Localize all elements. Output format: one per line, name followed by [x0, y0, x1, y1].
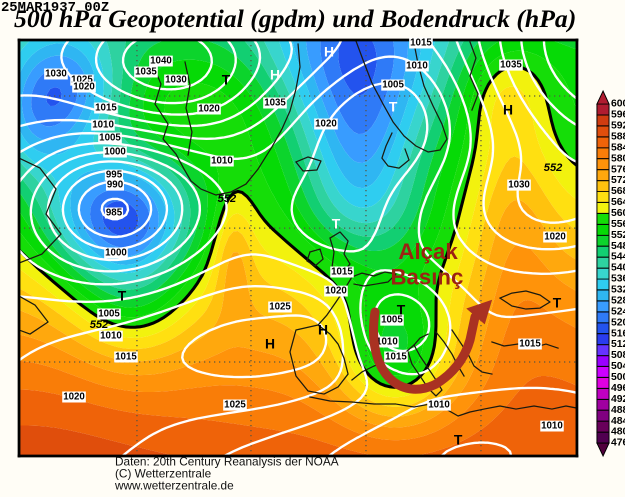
svg-text:564: 564: [611, 197, 625, 208]
svg-text:504: 504: [611, 361, 625, 372]
svg-text:560: 560: [611, 208, 625, 219]
svg-text:1030: 1030: [165, 75, 187, 86]
svg-text:H: H: [265, 336, 275, 352]
svg-text:556: 556: [611, 219, 625, 230]
svg-text:1015: 1015: [385, 352, 407, 363]
svg-text:1035: 1035: [135, 67, 157, 78]
svg-text:T: T: [222, 72, 231, 88]
svg-text:552: 552: [611, 230, 625, 241]
svg-text:592: 592: [611, 121, 625, 132]
svg-text:540: 540: [611, 263, 625, 274]
svg-text:512: 512: [611, 339, 625, 350]
svg-text:1035: 1035: [500, 60, 522, 71]
svg-text:484: 484: [611, 416, 625, 427]
svg-text:1015: 1015: [410, 38, 432, 49]
svg-text:1020: 1020: [544, 232, 566, 243]
svg-text:496: 496: [611, 383, 625, 394]
svg-text:T: T: [332, 216, 341, 232]
svg-text:500 hPa Geopotential (gpdm) un: 500 hPa Geopotential (gpdm) und Bodendru…: [14, 4, 576, 33]
svg-text:1005: 1005: [99, 133, 121, 144]
svg-text:524: 524: [611, 306, 625, 317]
svg-text:Basınç: Basınç: [391, 265, 464, 290]
svg-text:www.wetterzentrale.de: www.wetterzentrale.de: [114, 479, 234, 493]
svg-text:1000: 1000: [104, 147, 126, 158]
svg-text:1000: 1000: [105, 248, 127, 259]
svg-text:488: 488: [611, 405, 625, 416]
svg-text:480: 480: [611, 427, 625, 438]
svg-text:532: 532: [611, 285, 625, 296]
svg-text:1020: 1020: [315, 119, 337, 130]
svg-text:1025: 1025: [224, 400, 246, 411]
svg-text:492: 492: [611, 394, 625, 405]
svg-text:990: 990: [107, 180, 123, 191]
svg-text:1035: 1035: [264, 98, 286, 109]
svg-text:25MAR1937 00Z: 25MAR1937 00Z: [1, 0, 109, 16]
svg-text:1010: 1010: [376, 337, 398, 348]
svg-text:568: 568: [611, 186, 625, 197]
svg-text:536: 536: [611, 274, 625, 285]
svg-text:T: T: [454, 432, 463, 448]
svg-text:T: T: [397, 302, 406, 318]
svg-text:552: 552: [218, 193, 237, 205]
svg-text:500: 500: [611, 372, 625, 383]
svg-text:985: 985: [106, 208, 123, 219]
svg-text:T: T: [553, 295, 562, 311]
svg-text:1025: 1025: [269, 302, 291, 313]
svg-text:T: T: [118, 288, 127, 304]
svg-text:1015: 1015: [519, 339, 541, 350]
svg-text:1025: 1025: [71, 75, 93, 86]
svg-text:H: H: [318, 322, 328, 338]
svg-text:H: H: [324, 44, 334, 60]
svg-text:544: 544: [611, 252, 625, 263]
svg-text:1010: 1010: [100, 331, 122, 342]
svg-text:552: 552: [544, 162, 563, 174]
svg-text:1010: 1010: [428, 400, 450, 411]
svg-text:580: 580: [611, 153, 625, 164]
svg-text:1040: 1040: [150, 56, 172, 67]
svg-text:476: 476: [611, 438, 625, 449]
svg-text:Alçak: Alçak: [398, 239, 458, 264]
svg-text:588: 588: [611, 131, 625, 142]
svg-text:1020: 1020: [325, 286, 347, 297]
svg-text:596: 596: [611, 110, 625, 121]
svg-text:508: 508: [611, 350, 625, 361]
svg-text:1015: 1015: [95, 103, 117, 114]
svg-text:1030: 1030: [508, 180, 530, 191]
svg-text:Daten: 20th Century Reanalysis: Daten: 20th Century Reanalysis der NOAA: [115, 455, 339, 469]
svg-text:600: 600: [611, 99, 625, 110]
svg-text:995: 995: [106, 170, 123, 181]
svg-text:584: 584: [611, 142, 625, 153]
svg-text:1020: 1020: [73, 82, 95, 93]
svg-text:1020: 1020: [198, 104, 220, 115]
svg-text:1010: 1010: [406, 61, 428, 72]
svg-text:1010: 1010: [541, 421, 563, 432]
svg-text:H: H: [503, 102, 513, 118]
svg-text:1030: 1030: [45, 69, 67, 80]
svg-text:(C) Wetterzentrale: (C) Wetterzentrale: [115, 467, 212, 481]
svg-text:528: 528: [611, 296, 625, 307]
svg-text:576: 576: [611, 164, 625, 175]
svg-text:1005: 1005: [98, 309, 120, 320]
svg-text:1015: 1015: [331, 267, 353, 278]
svg-text:1005: 1005: [382, 80, 404, 91]
svg-text:1010: 1010: [211, 156, 233, 167]
svg-text:1010: 1010: [92, 120, 114, 131]
svg-text:1005: 1005: [381, 315, 403, 326]
svg-text:552: 552: [90, 319, 109, 331]
svg-text:T: T: [389, 99, 398, 115]
svg-text:1020: 1020: [63, 392, 85, 403]
svg-text:520: 520: [611, 317, 625, 328]
svg-text:572: 572: [611, 175, 625, 186]
svg-text:1015: 1015: [115, 352, 137, 363]
svg-text:548: 548: [611, 241, 625, 252]
svg-text:516: 516: [611, 328, 625, 339]
svg-text:H: H: [270, 67, 280, 83]
